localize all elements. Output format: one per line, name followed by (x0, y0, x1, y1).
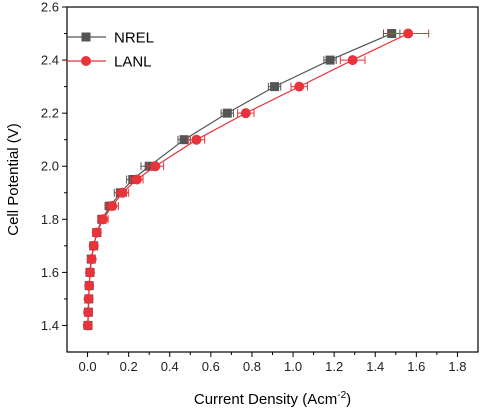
x-axis-title: Current Density (Acm-2) (194, 390, 351, 408)
y-tick-label: 2.0 (41, 159, 59, 174)
data-point (179, 135, 189, 145)
series-lanl (82, 28, 430, 331)
data-point (82, 320, 93, 331)
legend: NREL LANL (66, 30, 154, 71)
legend-label: LANL (114, 54, 152, 71)
data-point (270, 82, 280, 92)
y-axis: 1.4 1.6 1.8 2.0 2.2 2.4 2.6 (41, 0, 67, 333)
legend-marker (81, 56, 91, 66)
data-point (117, 187, 128, 198)
x-tick-label: 1.6 (407, 359, 425, 374)
y-tick-label: 2.6 (41, 0, 59, 15)
data-point (294, 81, 305, 92)
data-point (191, 134, 202, 145)
legend-label: NREL (114, 30, 154, 47)
legend-item-lanl: LANL (66, 54, 152, 71)
x-tick-label: 0.8 (243, 359, 261, 374)
data-point (83, 293, 94, 304)
data-point (88, 240, 99, 251)
data-point (86, 254, 97, 265)
data-point (240, 108, 251, 119)
legend-item-nrel: NREL (66, 30, 154, 47)
data-point (403, 28, 414, 39)
data-point (150, 161, 161, 172)
x-axis: 0.0 0.2 0.4 0.6 0.8 1.0 1.2 1.4 1.6 1.8 (79, 352, 466, 374)
x-tick-label: 1.0 (284, 359, 302, 374)
data-point (107, 201, 118, 212)
data-point (222, 108, 232, 118)
x-tick-label: 0.0 (79, 359, 97, 374)
data-point (91, 227, 102, 238)
data-point (131, 174, 142, 185)
data-point (347, 55, 358, 66)
data-point (97, 214, 108, 225)
data-point (325, 55, 335, 65)
y-tick-label: 2.4 (41, 53, 59, 68)
y-tick-label: 1.6 (41, 265, 59, 280)
legend-marker (81, 32, 91, 42)
x-tick-label: 0.6 (202, 359, 220, 374)
x-tick-label: 0.4 (161, 359, 179, 374)
x-tick-label: 1.4 (366, 359, 384, 374)
data-point (85, 267, 96, 278)
y-tick-label: 2.2 (41, 106, 59, 121)
data-point (83, 307, 94, 318)
y-tick-label: 1.8 (41, 212, 59, 227)
x-tick-label: 1.8 (448, 359, 466, 374)
x-tick-label: 0.2 (120, 359, 138, 374)
data-point (84, 280, 95, 291)
y-tick-label: 1.4 (41, 318, 59, 333)
series-layer (82, 28, 430, 331)
y-axis-title: Cell Potential (V) (5, 123, 22, 236)
x-axis-title-superscript: -2 (337, 390, 346, 401)
x-tick-label: 1.2 (325, 359, 343, 374)
